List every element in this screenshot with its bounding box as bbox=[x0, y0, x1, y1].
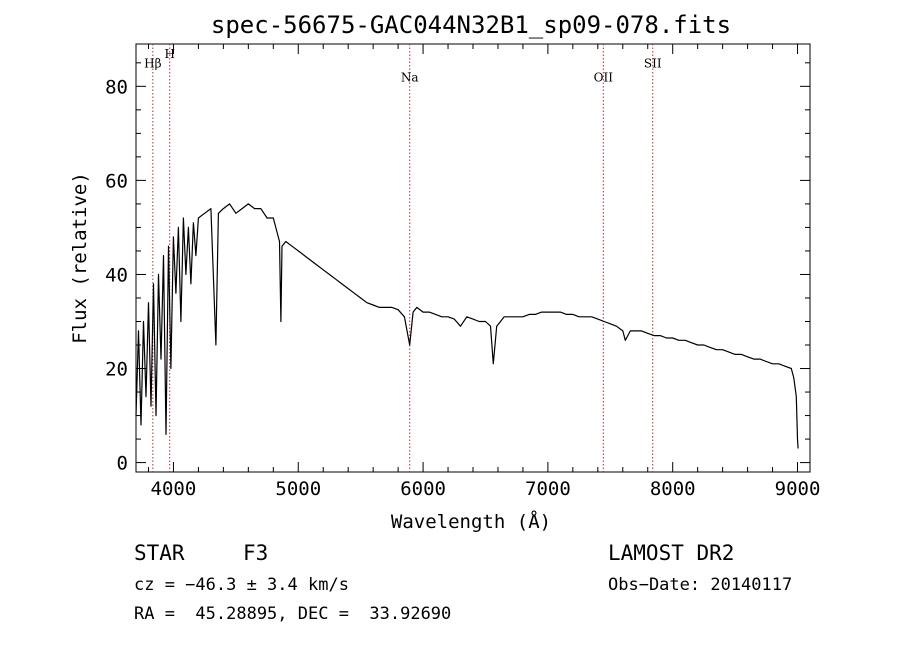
line-label: OII bbox=[594, 71, 614, 85]
spectrum-chart: spec-56675-GAC044N32B1_sp09-078.fits HβH… bbox=[69, 11, 821, 533]
plot-frame bbox=[135, 43, 811, 473]
chart-title: spec-56675-GAC044N32B1_sp09-078.fits bbox=[211, 11, 731, 39]
observation-date: Obs−Date: 20140117 bbox=[608, 575, 793, 595]
spectral-line-markers: HβH Na OII SII bbox=[144, 44, 662, 472]
spectrum-line bbox=[135, 203, 799, 449]
y-tick-label: 80 bbox=[105, 76, 128, 98]
line-label: SII bbox=[644, 57, 662, 71]
y-tick-label: 60 bbox=[105, 170, 128, 192]
y-axis-label: Flux (relative) bbox=[69, 172, 91, 344]
y-tick-label: 40 bbox=[105, 264, 128, 286]
x-tick-label: 8000 bbox=[650, 478, 696, 500]
x-tick-label: 7000 bbox=[525, 478, 571, 500]
plot-border bbox=[135, 43, 811, 473]
survey-name: LAMOST DR2 bbox=[608, 541, 735, 565]
x-tick-label: 9000 bbox=[775, 478, 821, 500]
y-axis-ticks: 0 20 40 60 80 bbox=[105, 62, 810, 475]
x-axis-ticks: 4000 5000 6000 7000 8000 9000 bbox=[147, 44, 821, 500]
line-label: Hβ bbox=[144, 57, 161, 71]
object-class: STAR bbox=[134, 541, 185, 565]
spectrum-series bbox=[135, 203, 799, 449]
object-subclass: F3 bbox=[243, 541, 269, 565]
y-tick-label: 0 bbox=[117, 453, 128, 475]
x-axis-label: Wavelength (Å) bbox=[391, 510, 551, 533]
ra-dec: RA = 45.28895, DEC = 33.92690 bbox=[134, 604, 452, 624]
y-tick-label: 20 bbox=[105, 359, 128, 381]
line-label: H bbox=[164, 47, 174, 61]
x-tick-label: 5000 bbox=[275, 478, 321, 500]
redshift-cz: cz = −46.3 ± 3.4 km/s bbox=[134, 575, 349, 595]
line-label: Na bbox=[401, 71, 419, 85]
x-tick-label: 4000 bbox=[151, 478, 197, 500]
x-tick-label: 6000 bbox=[400, 478, 446, 500]
